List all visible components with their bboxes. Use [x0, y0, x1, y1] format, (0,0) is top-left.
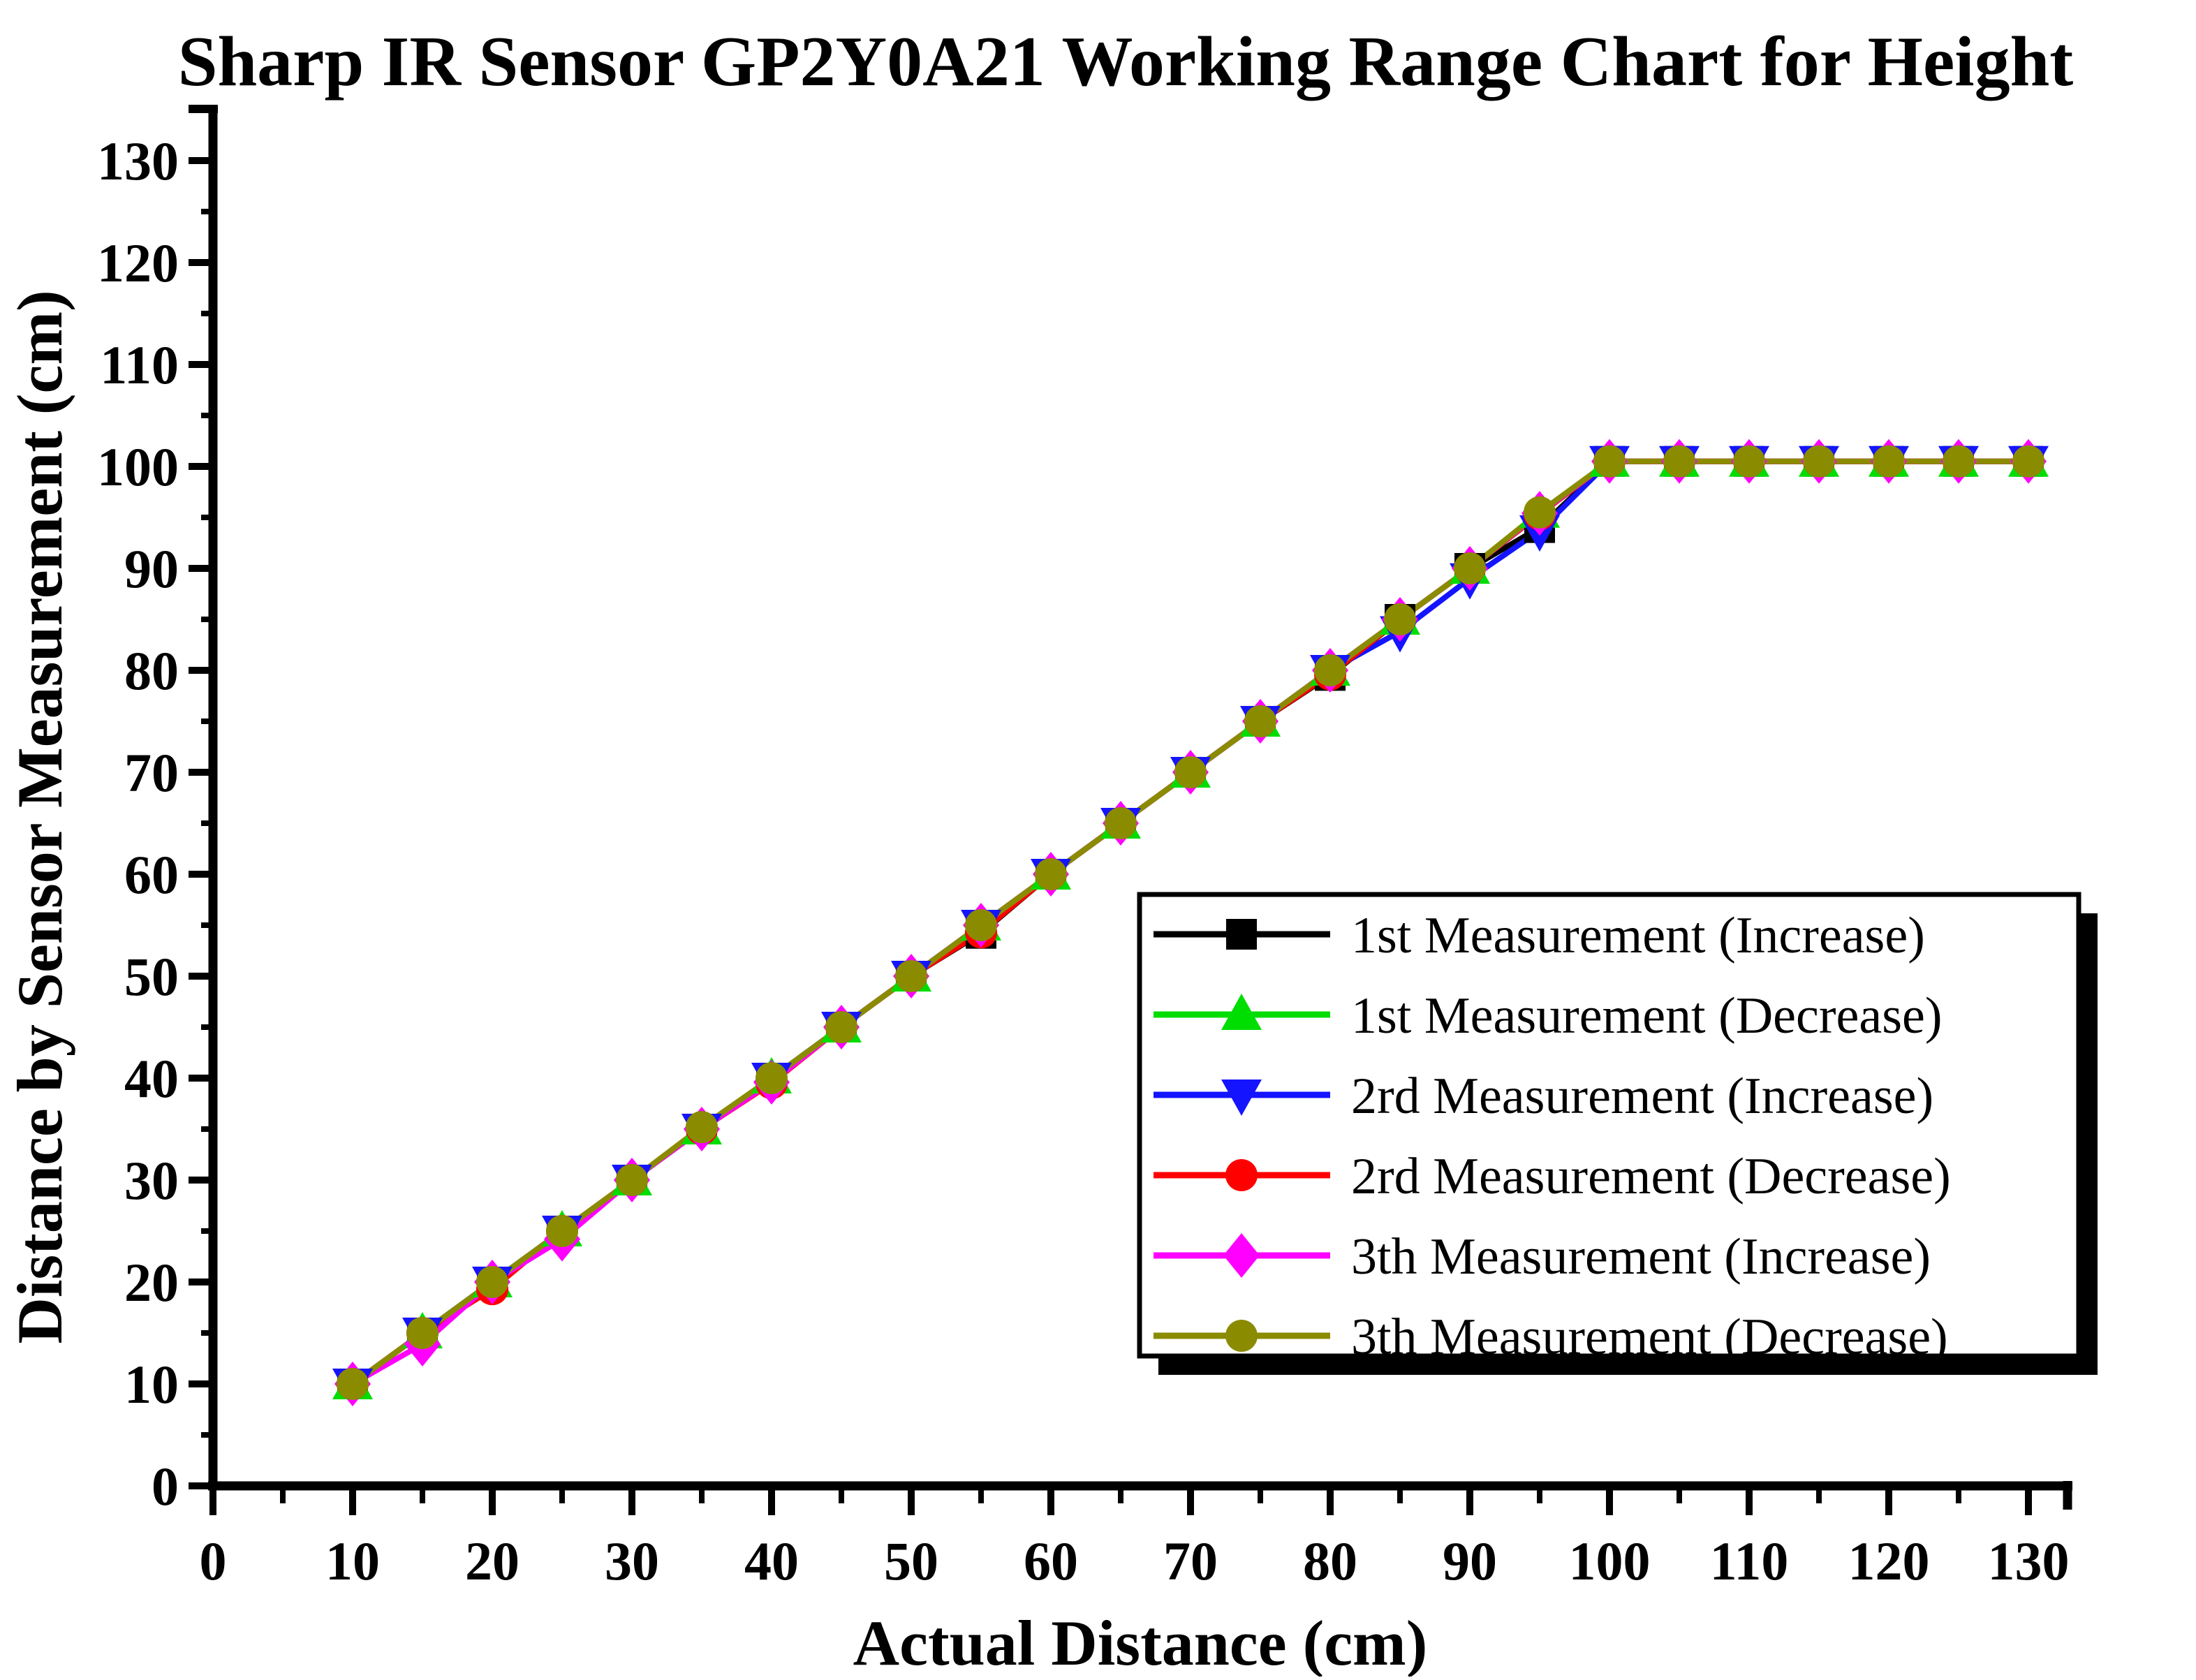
legend-item-2: 2rd Measurement (Increase) — [1154, 1068, 1933, 1125]
circle-marker-icon — [1314, 654, 1346, 686]
y-tick-label: 90 — [124, 538, 179, 599]
legend-label: 3th Measurement (Increase) — [1351, 1228, 1931, 1285]
circle-marker-icon — [406, 1317, 439, 1349]
circle-marker-icon — [825, 1011, 857, 1043]
y-axis-label: Distance by Sensor Measurement (cm) — [4, 290, 75, 1343]
x-tick-label: 70 — [1163, 1531, 1218, 1591]
y-tick-label: 20 — [124, 1252, 179, 1313]
circle-marker-icon — [616, 1164, 648, 1196]
x-tick-label: 130 — [1988, 1531, 2070, 1591]
x-axis-label: Actual Distance (cm) — [853, 1607, 1428, 1677]
series-markers-5 — [337, 445, 2044, 1400]
triangle-up-marker-icon — [1221, 994, 1262, 1030]
circle-marker-icon — [337, 1368, 369, 1400]
circle-marker-icon — [1225, 1320, 1258, 1352]
x-tick-label: 60 — [1024, 1531, 1078, 1591]
x-tick-label: 100 — [1569, 1531, 1651, 1591]
x-tick-label: 80 — [1303, 1531, 1357, 1591]
y-tick-label: 120 — [97, 233, 179, 293]
legend-label: 2rd Measurement (Increase) — [1351, 1068, 1933, 1125]
y-tick-label: 70 — [124, 742, 179, 803]
circle-marker-icon — [1524, 496, 1556, 529]
circle-marker-icon — [546, 1215, 578, 1247]
x-tick-label: 50 — [884, 1531, 938, 1591]
circle-marker-icon — [1225, 1159, 1258, 1191]
y-tick-label: 40 — [124, 1048, 179, 1109]
legend-item-4: 3th Measurement (Increase) — [1154, 1228, 1931, 1285]
ticks: 0 10 20 30 40 50 60 70 80 90 100 110 120 130 0 10 20 30 40… — [97, 131, 2070, 1591]
legend-item-0: 1st Measurement (Increase) — [1154, 907, 1925, 964]
circle-marker-icon — [756, 1062, 788, 1094]
legend-label: 1st Measurement (Increase) — [1351, 907, 1925, 964]
circle-marker-icon — [1943, 445, 1975, 478]
legend-label: 2rd Measurement (Decrease) — [1351, 1148, 1951, 1205]
circle-marker-icon — [1593, 445, 1626, 478]
legend-box — [1137, 892, 2081, 1359]
triangle-down-marker-icon — [1221, 1080, 1262, 1116]
y-tick-label: 130 — [97, 131, 179, 191]
circle-marker-icon — [1663, 445, 1695, 478]
y-tick-label: 110 — [100, 334, 179, 395]
square-marker-icon — [1226, 919, 1257, 950]
diamond-marker-icon — [1223, 1233, 1260, 1278]
y-tick-label: 50 — [124, 946, 179, 1007]
circle-marker-icon — [1733, 445, 1765, 478]
y-tick-label: 100 — [97, 436, 179, 497]
circle-marker-icon — [2012, 445, 2044, 478]
circle-marker-icon — [1174, 756, 1207, 788]
circle-marker-icon — [1454, 552, 1486, 584]
x-tick-label: 30 — [605, 1531, 659, 1591]
circle-marker-icon — [476, 1266, 508, 1298]
legend-label: 3th Measurement (Decrease) — [1351, 1309, 1948, 1366]
legend-label: 1st Measurement (Decrease) — [1351, 987, 1942, 1045]
x-tick-label: 110 — [1710, 1531, 1789, 1591]
x-tick-label: 120 — [1848, 1531, 1930, 1591]
legend: 1st Measurement (Increase) 1st Measuremen… — [1137, 892, 2098, 1375]
circle-marker-icon — [1105, 807, 1137, 839]
chart-title: Sharp IR Sensor GP2Y0A21 Working Range C… — [178, 22, 2074, 101]
y-tick-label: 10 — [124, 1354, 179, 1415]
circle-marker-icon — [895, 960, 927, 992]
x-tick-label: 40 — [744, 1531, 799, 1591]
circle-marker-icon — [1035, 858, 1067, 890]
legend-item-3: 2rd Measurement (Decrease) — [1154, 1148, 1951, 1205]
y-tick-label: 0 — [152, 1456, 179, 1517]
y-tick-label: 80 — [124, 640, 179, 701]
circle-marker-icon — [965, 909, 997, 941]
axes — [189, 105, 2072, 1510]
circle-marker-icon — [1803, 445, 1835, 478]
x-tick-label: 90 — [1443, 1531, 1497, 1591]
y-tick-label: 30 — [124, 1150, 179, 1211]
legend-item-5: 3th Measurement (Decrease) — [1154, 1309, 1948, 1366]
circle-marker-icon — [1244, 705, 1276, 737]
x-tick-label: 0 — [200, 1531, 227, 1591]
x-tick-label: 10 — [325, 1531, 380, 1591]
y-tick-label: 60 — [124, 844, 179, 905]
circle-marker-icon — [1384, 603, 1416, 635]
circle-marker-icon — [1873, 445, 1905, 478]
legend-item-1: 1st Measurement (Decrease) — [1154, 987, 1942, 1045]
circle-marker-icon — [686, 1111, 718, 1144]
x-tick-label: 20 — [465, 1531, 519, 1591]
